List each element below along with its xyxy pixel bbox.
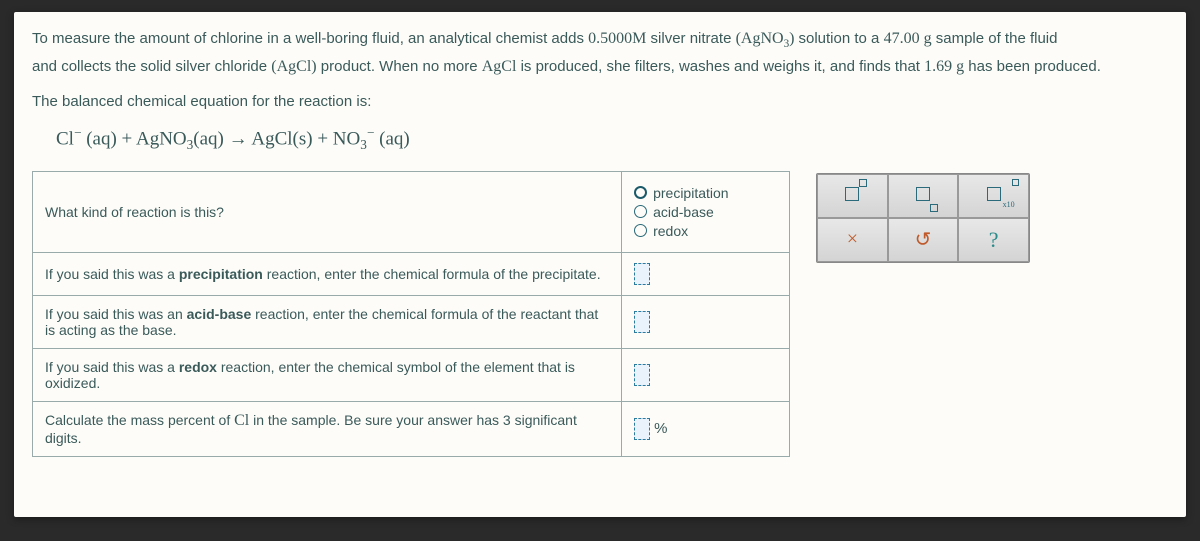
answer-area: What kind of reaction is this? precipita… [32,171,1168,457]
text: If you said this was an [45,306,187,322]
box-icon [987,187,1001,201]
radio-icon[interactable] [634,186,647,199]
tool-subscript[interactable] [888,174,959,218]
percent-label: % [654,420,667,437]
option-redox[interactable]: redox [634,223,777,239]
text: is produced, she filters, washes and wei… [521,58,925,75]
answer-mass-percent: % [622,401,790,456]
chemical-equation: Cl− (aq) + AgNO3(aq) → AgCl(s) + NO3− (a… [56,125,1168,153]
bold: redox [179,359,217,375]
box-icon [916,187,930,201]
species: AgNO [136,128,187,149]
bold: precipitation [179,266,263,282]
prompt-precipitate: If you said this was a precipitation rea… [33,252,622,295]
text: reaction, enter the chemical formula of … [263,266,601,282]
formula-agcl: (AgCl) [271,58,316,75]
x10-label: x10 [1003,200,1015,209]
text: If you said this was a [45,266,179,282]
text: and collects the solid silver chloride [32,58,271,75]
table-row: Calculate the mass percent of Cl in the … [33,401,790,456]
formula-input[interactable] [634,263,650,285]
equation-intro: The balanced chemical equation for the r… [32,90,1168,115]
text: solution to a [799,30,884,47]
text: If you said this was a [45,359,179,375]
state: (aq) [193,128,224,149]
tool-scientific[interactable]: x10 [958,174,1029,218]
species: Cl [56,128,74,149]
plus: + [122,128,136,149]
charge: − [74,125,82,140]
option-acid-base[interactable]: acid-base [634,204,777,220]
product-mass: 1.69 g [924,58,964,75]
option-label: precipitation [653,185,729,201]
tool-clear[interactable]: × [817,218,888,262]
toolbox-row: x10 [817,174,1029,218]
question-table: What kind of reaction is this? precipita… [32,171,790,457]
box-icon [930,204,938,212]
help-icon: ? [989,227,999,253]
prompt-oxidized: If you said this was a redox reaction, e… [33,348,622,401]
text: Calculate the mass percent of [45,412,234,428]
formula-input[interactable] [634,311,650,333]
table-row: What kind of reaction is this? precipita… [33,171,790,252]
state: (aq) [86,128,117,149]
text: product. When no more [321,58,482,75]
text: sample of the fluid [936,30,1058,47]
radio-icon[interactable] [634,205,647,218]
table-row: If you said this was an acid-base reacti… [33,295,790,348]
table-row: If you said this was a precipitation rea… [33,252,790,295]
concentration: 0.5000M [588,30,646,47]
answer-reaction-type: precipitation acid-base redox [622,171,790,252]
answer-base [622,295,790,348]
plus: + [317,128,332,149]
option-label: acid-base [653,204,714,220]
option-precipitation[interactable]: precipitation [634,185,777,201]
reset-icon: ↺ [915,227,932,252]
tool-help[interactable]: ? [958,218,1029,262]
text: ) [789,30,794,47]
text: silver nitrate [651,30,736,47]
formula-agcl: AgCl [482,58,517,75]
table-row: If you said this was a redox reaction, e… [33,348,790,401]
subscript: 3 [360,137,367,152]
toolbox-row: × ↺ ? [817,218,1029,262]
charge: − [367,125,375,140]
box-icon [845,187,859,201]
number-input[interactable] [634,418,650,440]
state: (aq) [379,128,410,149]
tool-superscript[interactable] [817,174,888,218]
tool-reset[interactable]: ↺ [888,218,959,262]
bold: acid-base [187,306,252,322]
text: (AgNO [736,30,784,47]
prompt-mass-percent: Calculate the mass percent of Cl in the … [33,401,622,456]
answer-oxidized [622,348,790,401]
text: To measure the amount of chlorine in a w… [32,30,588,47]
formula: Cl [234,412,249,429]
arrow: → [229,128,252,149]
prompt-base: If you said this was an acid-base reacti… [33,295,622,348]
problem-statement: To measure the amount of chlorine in a w… [32,26,1168,80]
prompt-reaction-type: What kind of reaction is this? [33,171,622,252]
toolbox: x10 × ↺ ? [816,173,1030,263]
sample-mass: 47.00 g [884,30,932,47]
question-page: To measure the amount of chlorine in a w… [14,12,1186,517]
times-icon: × [847,228,858,251]
species: AgCl(s) [251,128,312,149]
option-label: redox [653,223,688,239]
formula-input[interactable] [634,364,650,386]
radio-icon[interactable] [634,224,647,237]
text: has been produced. [968,58,1101,75]
species: NO [333,128,360,149]
box-icon [1012,179,1019,186]
box-icon [859,179,867,187]
answer-precipitate [622,252,790,295]
formula-agno3: (AgNO3) [736,30,799,47]
